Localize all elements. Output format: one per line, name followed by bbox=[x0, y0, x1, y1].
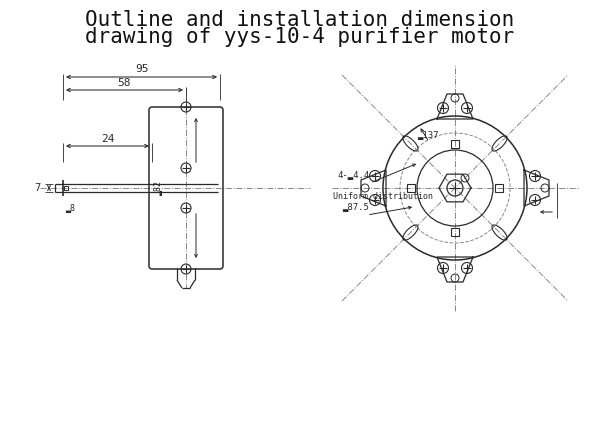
Text: 95: 95 bbox=[135, 64, 148, 75]
Bar bbox=[64, 186, 68, 190]
Text: Uniform distribution: Uniform distribution bbox=[333, 192, 433, 201]
Bar bbox=[407, 184, 415, 192]
Text: 7: 7 bbox=[34, 183, 40, 193]
Text: ▂8: ▂8 bbox=[65, 204, 75, 213]
Text: Outline and installation dimension: Outline and installation dimension bbox=[85, 10, 515, 30]
Text: ▂137: ▂137 bbox=[417, 131, 439, 140]
Text: drawing of yys-10-4 purifier motor: drawing of yys-10-4 purifier motor bbox=[85, 27, 515, 47]
Bar bbox=[451, 140, 459, 148]
Text: 24: 24 bbox=[101, 133, 114, 144]
Text: 4-▂4.4: 4-▂4.4 bbox=[337, 171, 369, 180]
Bar bbox=[451, 228, 459, 236]
Text: ▂82: ▂82 bbox=[154, 181, 163, 196]
Text: 58: 58 bbox=[118, 78, 131, 87]
Text: ▂87.5: ▂87.5 bbox=[342, 203, 369, 212]
Bar bbox=[495, 184, 503, 192]
